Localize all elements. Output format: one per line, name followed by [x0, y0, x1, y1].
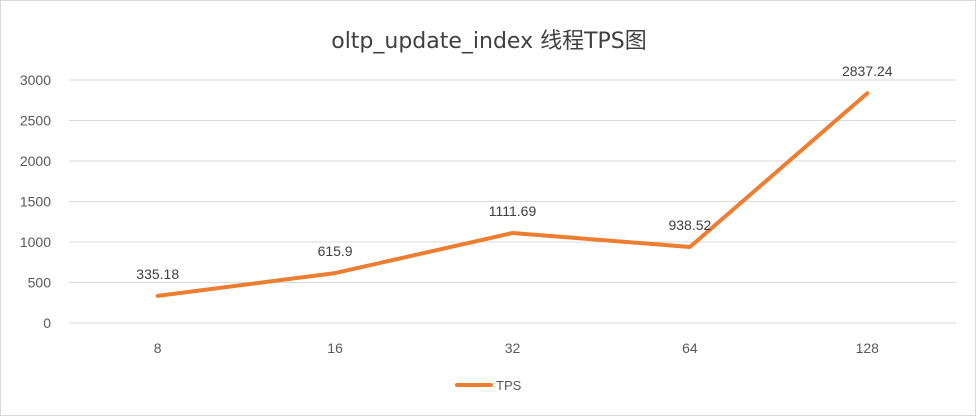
data-label-16: 615.9: [318, 243, 353, 259]
x-tick-label-64: 64: [682, 340, 698, 356]
y-tick-label-0: 0: [43, 315, 51, 331]
data-label-8: 335.18: [136, 266, 179, 282]
x-tick-label-16: 16: [327, 340, 343, 356]
x-tick-label-8: 8: [154, 340, 162, 356]
data-label-32: 1111.69: [489, 203, 537, 219]
gridlines: [69, 79, 956, 324]
y-tick-label-500: 500: [28, 275, 52, 291]
series-line-tps: [155, 91, 870, 298]
data-labels: 335.18 615.9 1111.69 938.52 2837.24: [136, 63, 893, 282]
data-label-128: 2837.24: [842, 63, 893, 79]
y-axis-ticks: 0 500 1000 1500 2000 2500 3000: [20, 72, 51, 331]
x-tick-label-32: 32: [505, 340, 521, 356]
y-tick-label-2500: 2500: [20, 113, 51, 129]
chart-title: oltp_update_index 线程TPS图: [331, 29, 647, 54]
legend-label-tps: TPS: [496, 378, 522, 393]
x-axis-ticks: 8 16 32 64 128: [154, 340, 879, 356]
legend: TPS: [455, 378, 522, 393]
y-tick-label-2000: 2000: [20, 153, 51, 169]
y-tick-label-1000: 1000: [20, 234, 51, 250]
y-tick-label-3000: 3000: [20, 72, 51, 88]
y-tick-label-1500: 1500: [20, 194, 51, 210]
series-lines: [155, 91, 870, 298]
x-tick-label-128: 128: [856, 340, 880, 356]
data-label-64: 938.52: [668, 217, 711, 233]
